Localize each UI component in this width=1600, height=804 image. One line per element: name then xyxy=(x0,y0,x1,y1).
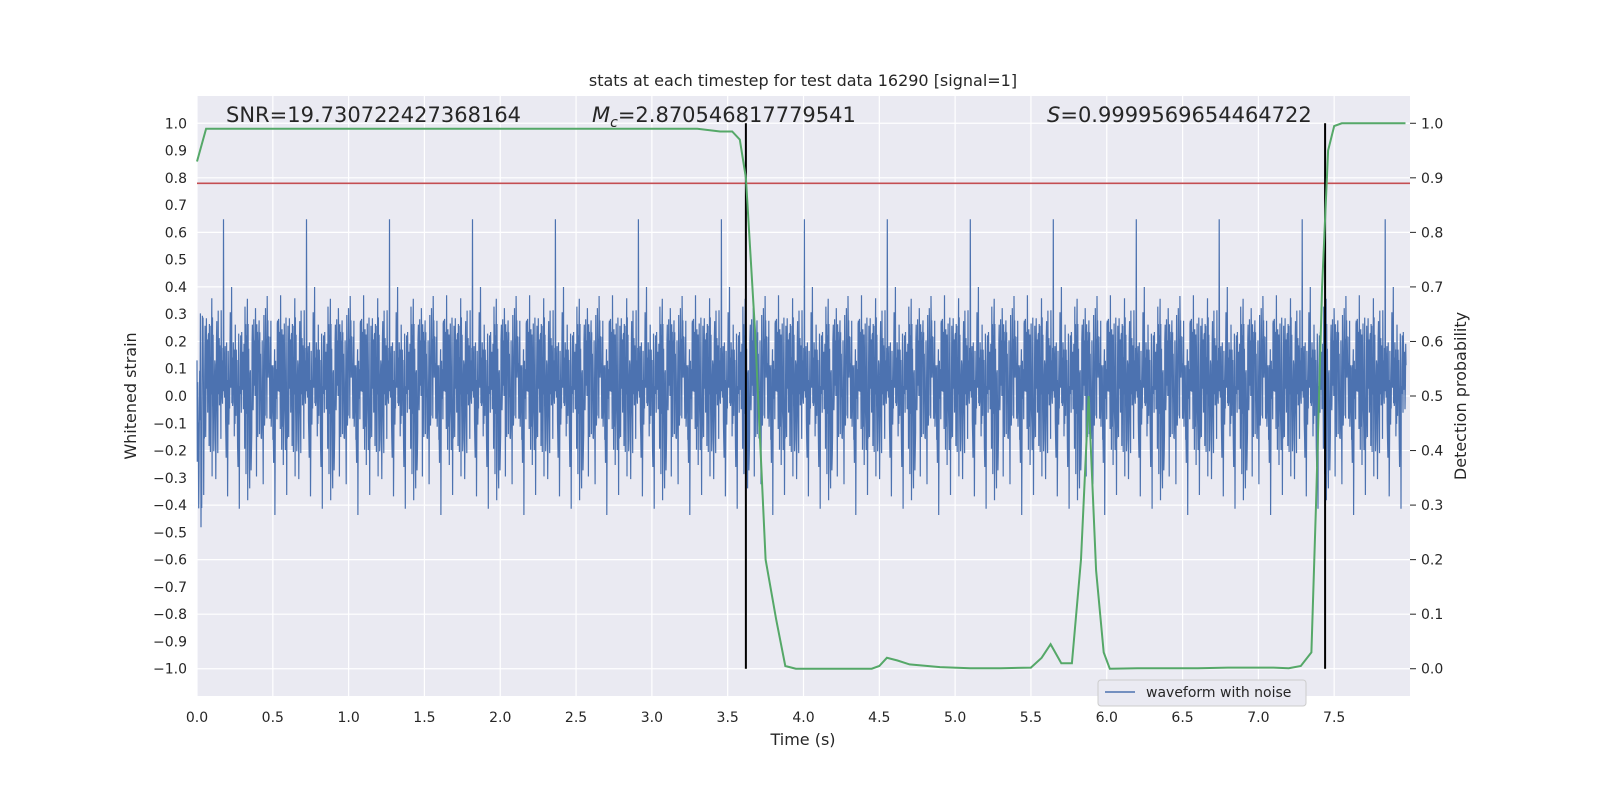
chirp-mass-value: =2.870546817779541 xyxy=(618,103,856,127)
chirp-mass-subscript: c xyxy=(610,115,618,131)
chart-title: stats at each timestep for test data 162… xyxy=(589,71,1017,90)
right-tick-label: 0.1 xyxy=(1421,607,1443,623)
legend: waveform with noise xyxy=(1097,679,1307,707)
left-tick-label: 0.0 xyxy=(165,389,187,405)
left-tick-label: 0.1 xyxy=(165,362,187,378)
left-tick-label: −0.6 xyxy=(153,553,187,569)
right-tick-label: 0.7 xyxy=(1421,280,1443,296)
x-tick-label: 1.0 xyxy=(337,710,359,726)
score-value: =0.9999569654464722 xyxy=(1060,103,1311,127)
score-symbol: S xyxy=(1047,103,1060,127)
x-tick-label: 0.5 xyxy=(262,710,284,726)
x-tick-label: 6.5 xyxy=(1171,710,1193,726)
left-tick-label: −0.3 xyxy=(153,471,187,487)
left-tick-label: −0.7 xyxy=(153,580,187,596)
legend-label-waveform: waveform with noise xyxy=(1146,685,1291,701)
left-tick-label: 0.2 xyxy=(165,334,187,350)
chirp-mass-symbol: M xyxy=(592,103,610,127)
left-tick-label: 0.9 xyxy=(165,144,187,160)
x-tick-label: 1.5 xyxy=(413,710,435,726)
x-axis-ticks: 0.0 0.5 1.0 1.5 2.0 2.5 3.0 3.5 4.0 4.5 5.0 5.5 6.0 6… xyxy=(186,710,1345,726)
right-tick-label: 0.4 xyxy=(1421,444,1443,460)
score-annotation: S=0.9999569654464722 xyxy=(1047,103,1312,127)
left-tick-label: −0.8 xyxy=(153,607,187,623)
left-tick-label: 0.8 xyxy=(165,171,187,187)
chirp-mass-annotation: Mc=2.870546817779541 xyxy=(592,103,856,131)
left-tick-label: 1.0 xyxy=(165,116,187,132)
left-tick-label: −0.9 xyxy=(153,634,187,650)
right-axis-ticks: 1.0 0.9 0.8 0.7 0.6 0.5 0.4 0.3 0.2 0.1 0.0 xyxy=(1410,116,1443,678)
right-tick-label: 0.9 xyxy=(1421,171,1443,187)
right-tick-label: 0.6 xyxy=(1421,334,1443,350)
left-tick-label: −0.5 xyxy=(153,525,187,541)
x-axis-label: Time (s) xyxy=(769,730,835,749)
x-tick-label: 6.0 xyxy=(1096,710,1118,726)
left-axis-ticks: 1.0 0.9 0.8 0.7 0.6 0.5 0.4 0.3 0.2 0.1 0.0 −0.1 −0.… xyxy=(153,116,187,677)
left-axis-label: Whitened strain xyxy=(121,332,140,459)
left-tick-label: −0.2 xyxy=(153,444,187,460)
x-tick-label: 5.5 xyxy=(1020,710,1042,726)
x-tick-label: 4.0 xyxy=(792,710,814,726)
left-tick-label: 0.7 xyxy=(165,198,187,214)
right-tick-label: 0.2 xyxy=(1421,553,1443,569)
left-tick-label: 0.3 xyxy=(165,307,187,323)
x-tick-label: 2.5 xyxy=(565,710,587,726)
x-tick-label: 3.5 xyxy=(717,710,739,726)
x-tick-label: 0.0 xyxy=(186,710,208,726)
right-tick-label: 0.3 xyxy=(1421,498,1443,514)
right-tick-label: 1.0 xyxy=(1421,116,1443,132)
waveform-series xyxy=(196,219,1407,528)
x-tick-label: 7.5 xyxy=(1323,710,1345,726)
x-tick-label: 3.0 xyxy=(641,710,663,726)
x-tick-label: 4.5 xyxy=(868,710,890,726)
x-tick-label: 5.0 xyxy=(944,710,966,726)
snr-annotation: SNR=19.730722427368164 xyxy=(226,103,521,127)
x-tick-label: 7.0 xyxy=(1247,710,1269,726)
right-axis-label: Detection probability xyxy=(1451,312,1470,480)
left-tick-label: 0.6 xyxy=(165,225,187,241)
x-tick-label: 2.0 xyxy=(489,710,511,726)
left-tick-label: −0.4 xyxy=(153,498,187,514)
left-tick-label: 0.5 xyxy=(165,253,187,269)
right-tick-label: 0.5 xyxy=(1421,389,1443,405)
probability-series xyxy=(196,122,1406,670)
left-tick-label: −0.1 xyxy=(153,416,187,432)
left-tick-label: −1.0 xyxy=(153,662,187,678)
legend-box xyxy=(1097,679,1307,707)
right-tick-label: 0.0 xyxy=(1421,662,1443,678)
right-tick-label: 0.8 xyxy=(1421,225,1443,241)
left-tick-label: 0.4 xyxy=(165,280,187,296)
